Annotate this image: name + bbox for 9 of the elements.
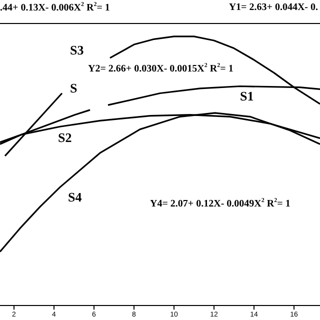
series-label: S: [70, 80, 78, 96]
text: Y1= 2.63+ 0.044X- 0.: [228, 2, 318, 13]
text: S3: [70, 42, 84, 58]
annotation: Y2= 2.66+ 0.030X- 0.0015X$^{2}$ R$^{2}$= 1: [88, 63, 234, 74]
text: .44+ 0.13X- 0.006X$^{2}$ R$^{2}$= 1: [0, 2, 110, 14]
annotation: Y4= 2.07+ 0.12X- 0.0049X$^{2}$ R$^{2}$= 1: [150, 198, 290, 210]
series-label: S4: [68, 190, 82, 205]
series-label: S2: [58, 130, 72, 145]
series-label: S1: [240, 88, 254, 104]
